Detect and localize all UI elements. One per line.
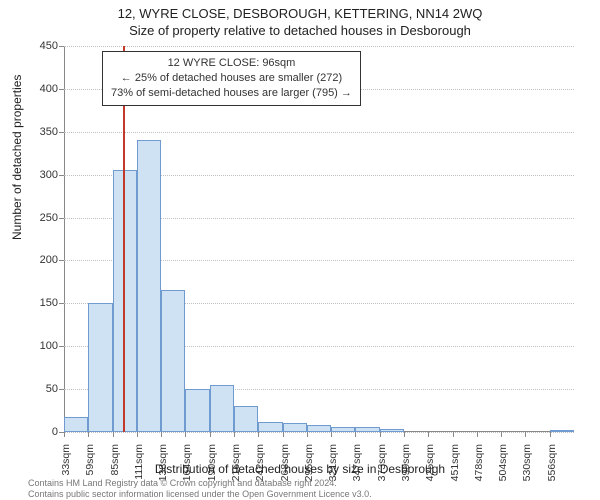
x-tick-mark (380, 432, 381, 437)
y-tick-label: 350 (18, 126, 58, 138)
y-tick-mark (59, 260, 64, 261)
x-tick-mark (210, 432, 211, 437)
attribution-line: Contains public sector information licen… (28, 489, 372, 499)
x-tick-mark (234, 432, 235, 437)
y-tick-label: 100 (18, 340, 58, 352)
attribution-text: Contains HM Land Registry data © Crown c… (28, 478, 372, 499)
x-tick-mark (88, 432, 89, 437)
x-tick-mark (331, 432, 332, 437)
x-tick-mark (113, 432, 114, 437)
x-tick-mark (355, 432, 356, 437)
y-tick-label: 0 (18, 426, 58, 438)
chart-subtitle: Size of property relative to detached ho… (0, 21, 600, 38)
annotation-line: 12 WYRE CLOSE: 96sqm (111, 56, 352, 71)
histogram-bar (355, 427, 379, 432)
x-tick-mark (404, 432, 405, 437)
y-tick-mark (59, 175, 64, 176)
x-tick-mark (550, 432, 551, 437)
y-tick-mark (59, 46, 64, 47)
y-tick-label: 150 (18, 297, 58, 309)
y-tick-mark (59, 218, 64, 219)
histogram-bar (283, 423, 307, 432)
histogram-bar (64, 417, 88, 432)
x-tick-mark (185, 432, 186, 437)
y-tick-mark (59, 389, 64, 390)
marker-annotation: 12 WYRE CLOSE: 96sqm ← 25% of detached h… (102, 51, 361, 106)
histogram-bar (210, 385, 234, 432)
y-tick-mark (59, 132, 64, 133)
histogram-bar (258, 422, 282, 432)
histogram-bar (113, 170, 137, 432)
x-tick-mark (428, 432, 429, 437)
y-tick-mark (59, 346, 64, 347)
histogram-bar (331, 427, 355, 432)
histogram-chart: 05010015020025030035040045033sqm59sqm85s… (64, 46, 574, 432)
x-tick-mark (501, 432, 502, 437)
annotation-line: ← 25% of detached houses are smaller (27… (111, 71, 352, 86)
histogram-bar (185, 389, 209, 432)
gridline (64, 432, 574, 433)
histogram-bar (550, 430, 574, 432)
histogram-bar (88, 303, 112, 432)
histogram-bar (137, 140, 161, 432)
x-tick-mark (137, 432, 138, 437)
y-tick-mark (59, 303, 64, 304)
x-tick-mark (64, 432, 65, 437)
y-tick-label: 300 (18, 169, 58, 181)
y-tick-label: 200 (18, 254, 58, 266)
y-tick-label: 450 (18, 40, 58, 52)
histogram-bar (380, 429, 404, 432)
attribution-line: Contains HM Land Registry data © Crown c… (28, 478, 372, 488)
y-tick-label: 50 (18, 383, 58, 395)
x-tick-mark (453, 432, 454, 437)
x-axis-title: Distribution of detached houses by size … (0, 462, 600, 476)
x-tick-mark (161, 432, 162, 437)
histogram-bar (161, 290, 185, 432)
y-axis-line (64, 46, 65, 432)
x-tick-mark (258, 432, 259, 437)
page-title: 12, WYRE CLOSE, DESBOROUGH, KETTERING, N… (0, 0, 600, 21)
histogram-bar (234, 406, 258, 432)
y-tick-mark (59, 89, 64, 90)
x-tick-mark (525, 432, 526, 437)
x-tick-mark (307, 432, 308, 437)
y-tick-label: 250 (18, 212, 58, 224)
x-tick-mark (477, 432, 478, 437)
gridline (64, 132, 574, 133)
histogram-bar (307, 425, 331, 432)
x-tick-mark (283, 432, 284, 437)
y-tick-label: 400 (18, 83, 58, 95)
annotation-line: 73% of semi-detached houses are larger (… (111, 86, 352, 101)
gridline (64, 46, 574, 47)
